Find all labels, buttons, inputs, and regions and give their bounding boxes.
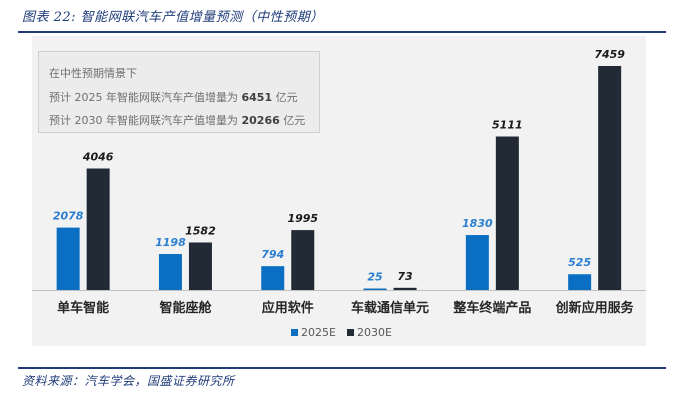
bar-2030E-2 <box>291 230 315 290</box>
note-line-1: 在中性预期情景下 <box>49 67 137 80</box>
bar-2025E-0 <box>56 227 80 290</box>
category-label-0: 单车智能 <box>57 300 109 316</box>
data-label-2030E-1: 1582 <box>185 224 216 237</box>
data-label-2030E-0: 4046 <box>82 150 114 163</box>
data-label-2025E-3: 25 <box>367 271 383 284</box>
bar-2025E-4 <box>465 235 489 290</box>
bar-2030E-0 <box>86 168 110 290</box>
note-line-2-prefix: 预计 2025 年智能网联汽车产值增量为 <box>49 91 242 104</box>
bar-2025E-1 <box>158 254 182 290</box>
category-label-4: 整车终端产品 <box>452 300 531 316</box>
bottom-rule <box>18 367 666 369</box>
note-line-3-prefix: 预计 2030 年智能网联汽车产值增量为 <box>49 114 242 127</box>
note-line-2-suffix: 亿元 <box>272 91 298 104</box>
legend-label-2025E: 2025E <box>301 326 336 339</box>
category-label-1: 智能座舱 <box>159 300 212 316</box>
note-value-2025: 6451 <box>241 91 273 104</box>
legend-swatch-2025E <box>291 329 298 336</box>
legend-swatch-2030E <box>347 329 354 336</box>
note-line-3: 预计 2030 年智能网联汽车产值增量为 20266 亿元 <box>49 112 305 128</box>
bar-2025E-5 <box>568 274 592 290</box>
bar-2030E-1 <box>188 242 212 290</box>
scenario-note-box: 在中性预期情景下 预计 2025 年智能网联汽车产值增量为 6451 亿元 预计… <box>38 51 320 133</box>
note-line-2: 预计 2025 年智能网联汽车产值增量为 6451 亿元 <box>49 89 298 105</box>
bar-2030E-5 <box>598 66 622 290</box>
bar-2030E-4 <box>495 136 519 290</box>
data-label-2025E-4: 1830 <box>462 217 493 230</box>
category-label-5: 创新应用服务 <box>555 300 635 316</box>
data-label-2025E-2: 794 <box>261 248 284 261</box>
data-label-2030E-4: 5111 <box>492 119 523 132</box>
note-line-3-suffix: 亿元 <box>279 114 306 127</box>
legend-label-2030E: 2030E <box>357 326 392 339</box>
bar-2025E-2 <box>261 266 285 290</box>
data-label-2025E-1: 1198 <box>155 236 186 249</box>
category-label-2: 应用软件 <box>262 300 314 316</box>
bar-2030E-3 <box>393 287 417 290</box>
note-value-2030: 20266 <box>241 114 280 127</box>
data-label-2030E-2: 1995 <box>287 212 318 225</box>
figure-title: 图表 22: 智能网联汽车产值增量预测（中性预期） <box>22 10 324 25</box>
data-label-2025E-5: 525 <box>568 256 591 269</box>
category-label-3: 车载通信单元 <box>351 300 429 316</box>
bar-2025E-3 <box>363 288 387 290</box>
top-rule <box>18 31 666 33</box>
source-note: 资料来源：汽车学会，国盛证券研究所 <box>22 374 235 388</box>
data-label-2025E-0: 2078 <box>53 210 84 223</box>
data-label-2030E-3: 73 <box>397 270 413 283</box>
data-label-2030E-5: 7459 <box>594 48 625 61</box>
